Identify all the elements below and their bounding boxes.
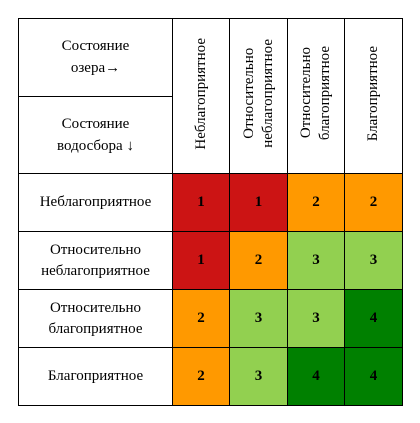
table-row: Относительно благоприятное 2 3 3 4 [18, 289, 403, 348]
row-header-unfavorable: Неблагоприятное [18, 173, 173, 232]
matrix-cell: 2 [344, 173, 403, 232]
column-header-relatively-unfavorable: Относительно неблагоприятное [229, 18, 288, 174]
matrix-cell: 3 [287, 289, 345, 348]
table-row: Относительно неблагоприятное 1 2 3 3 [18, 231, 403, 290]
assessment-matrix: Состояние озера→ Состояние водосбора ↓ Н… [18, 18, 403, 406]
matrix-cell: 2 [229, 231, 288, 290]
column-header-favorable: Благоприятное [344, 18, 403, 174]
catchment-state-label: Состояние водосбора ↓ [57, 115, 134, 154]
matrix-cell: 2 [172, 347, 230, 406]
table-row: Благоприятное 2 3 4 4 [18, 347, 403, 406]
matrix-cell: 1 [172, 231, 230, 290]
matrix-cell: 1 [172, 173, 230, 232]
column-header-relatively-favorable: Относительно благоприятное [287, 18, 345, 174]
matrix-cell: 1 [229, 173, 288, 232]
row-header-favorable: Благоприятное [18, 347, 173, 406]
column-header-label: Относительно благоприятное [298, 46, 333, 141]
header-row: Состояние озера→ Состояние водосбора ↓ Н… [18, 18, 403, 174]
column-header-label: Неблагоприятное [192, 37, 209, 150]
column-header-unfavorable: Неблагоприятное [172, 18, 230, 174]
matrix-cell: 3 [344, 231, 403, 290]
row-header-relatively-unfavorable: Относительно неблагоприятное [18, 231, 173, 290]
matrix-cell: 2 [172, 289, 230, 348]
lake-state-label: Состояние озера→ [61, 38, 130, 77]
column-header-label: Благоприятное [365, 45, 381, 142]
matrix-cell: 3 [229, 289, 288, 348]
corner-cell: Состояние озера→ Состояние водосбора ↓ [18, 18, 173, 174]
matrix-cell: 4 [287, 347, 345, 406]
table-row: Неблагоприятное 1 1 2 2 [18, 173, 403, 232]
matrix-cell: 3 [229, 347, 288, 406]
matrix-cell: 2 [287, 173, 345, 232]
row-header-relatively-favorable: Относительно благоприятное [18, 289, 173, 348]
matrix-cell: 4 [344, 347, 403, 406]
column-header-label: Относительно неблагоприятное [240, 39, 276, 148]
matrix-cell: 4 [344, 289, 403, 348]
matrix-cell: 3 [287, 231, 345, 290]
